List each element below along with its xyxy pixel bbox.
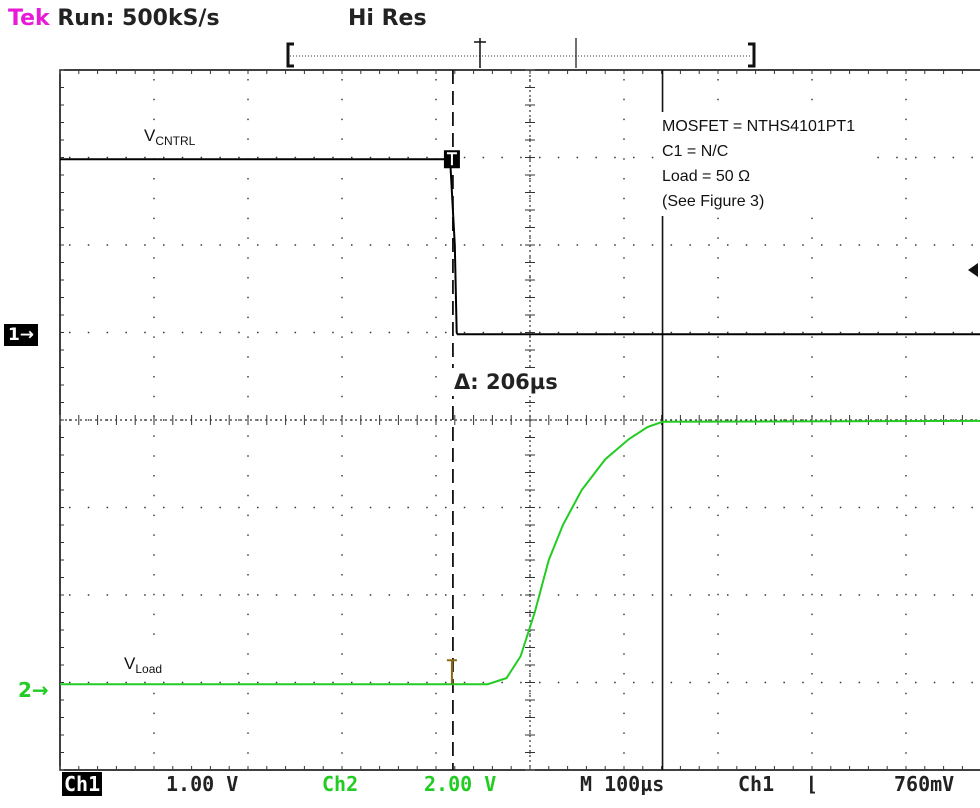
ch2-tag: Ch2 xyxy=(322,772,359,796)
acquisition-status: Run: 500kS/s xyxy=(57,6,220,31)
vload-label-main: V xyxy=(124,654,136,673)
delta-time-readout: Δ: 206µs xyxy=(448,368,564,396)
acquisition-mode: Hi Res xyxy=(348,6,427,31)
record-length-bar xyxy=(286,38,756,68)
trigger-slope-icon: ⌊ xyxy=(806,772,819,796)
info-line: MOSFET = NTHS4101PT1 xyxy=(662,118,856,135)
test-conditions-box: MOSFET = NTHS4101PT1 C1 = N/C Load = 50 … xyxy=(656,112,862,216)
trace-vcntrl xyxy=(60,158,980,336)
vcntrl-label-sub: CNTRL xyxy=(155,134,196,148)
ch1-ground-marker: 1→ xyxy=(4,324,38,346)
vcntrl-label: VCNTRL xyxy=(140,124,200,150)
graticule-grid xyxy=(59,69,980,771)
info-line: C1 = N/C xyxy=(662,143,729,160)
trigger-level: 760mV xyxy=(894,772,955,796)
brand-label: Tek xyxy=(8,6,50,31)
timebase: M 100µs xyxy=(580,772,665,796)
trigger-marks xyxy=(443,150,978,685)
vload-label-sub: Load xyxy=(135,662,163,676)
record-bar-left-bracket xyxy=(286,42,294,68)
info-line: (See Figure 3) xyxy=(662,193,765,210)
info-line: Load = 50 Ω xyxy=(662,168,751,185)
ch2-scale: 2.00 V xyxy=(424,772,497,796)
vload-label: VLoad xyxy=(120,652,167,678)
waveform-traces xyxy=(60,158,980,686)
trigger-source: Ch1 xyxy=(738,772,775,796)
ch1-tag: Ch1 xyxy=(62,772,103,796)
trace-vload xyxy=(60,419,980,686)
ch1-scale: 1.00 V xyxy=(166,772,239,796)
vcntrl-label-main: V xyxy=(144,126,156,145)
record-bar-right-bracket xyxy=(748,42,756,68)
trigger-level-arrow xyxy=(968,263,978,277)
ch2-ground-marker: 2→ xyxy=(18,678,49,702)
header-status: Tek Run: 500kS/s xyxy=(8,6,220,31)
